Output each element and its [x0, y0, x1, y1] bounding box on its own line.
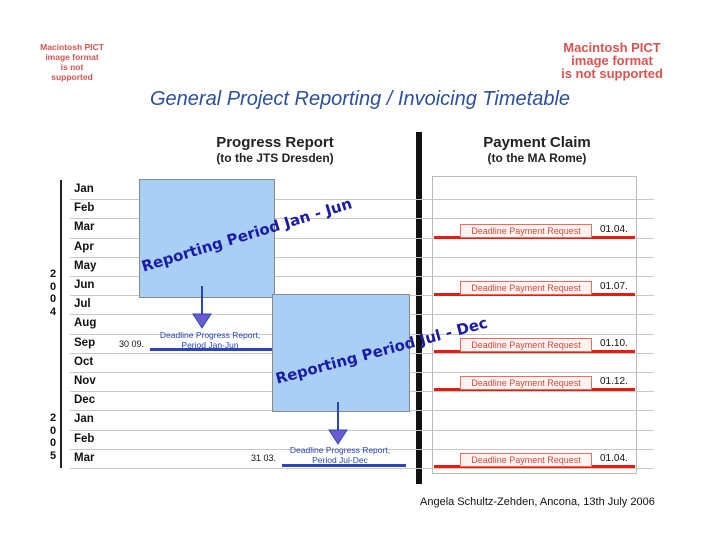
- progress-report-heading: Progress Report (to the JTS Dresden): [200, 134, 350, 165]
- month-row-line: [70, 276, 654, 277]
- month-row-line: [70, 429, 654, 431]
- year-digit: 2: [50, 412, 57, 424]
- month-label: Apr: [74, 240, 94, 253]
- payment-deadline-date: 01.07.: [600, 281, 628, 292]
- payment-deadline-label: Deadline Payment Request: [460, 453, 592, 467]
- progress-report-subtitle: (to the JTS Dresden): [216, 151, 334, 165]
- reporting-period-1-box: [139, 179, 275, 298]
- month-row-line: [70, 237, 654, 239]
- month-label: Oct: [74, 355, 94, 368]
- month-row-line: [70, 218, 654, 220]
- year-digit: 0: [50, 280, 57, 293]
- column-divider: [416, 132, 422, 484]
- progress-deadline-1-text-2: Period Jan-Jun: [181, 340, 239, 350]
- month-row-line: [70, 448, 654, 450]
- month-label: Dec: [74, 394, 96, 407]
- month-label: Jan: [74, 183, 94, 195]
- month-label: Feb: [74, 432, 95, 445]
- progress-deadline-1-text-1: Deadline Progress Report,: [159, 330, 261, 340]
- month-label: May: [74, 259, 97, 272]
- year-digit: 0: [50, 424, 57, 437]
- pict-small-line-1: Macintosh PICT: [40, 42, 104, 52]
- year-digit: 0: [50, 437, 57, 449]
- year-digit: 0: [50, 293, 57, 305]
- month-row-line: [70, 468, 654, 469]
- progress-deadline-1-line: [150, 348, 272, 351]
- month-label: Jul: [74, 298, 91, 311]
- arrow-down-icon: [328, 402, 348, 445]
- year-digit: 5: [50, 449, 57, 462]
- pict-large-line-1: Macintosh PICT: [563, 40, 661, 55]
- progress-deadline-1-date: 30 09.: [119, 339, 145, 349]
- month-label: Sep: [74, 336, 96, 349]
- progress-deadline-2-line: [282, 464, 406, 467]
- payment-claim-heading: Payment Claim (to the MA Rome): [462, 134, 612, 165]
- reporting-period-2-box: [272, 294, 410, 412]
- payment-deadline-date: 01.12.: [600, 376, 628, 387]
- payment-claim-subtitle: (to the MA Rome): [487, 151, 587, 165]
- payment-deadline-date: 01.04.: [600, 224, 628, 235]
- year-digit: 2: [50, 268, 57, 280]
- month-label: Nov: [74, 375, 96, 387]
- year-digit: 4: [50, 305, 57, 318]
- month-label: Feb: [74, 202, 95, 215]
- payment-deadline-date: 01.10.: [600, 338, 628, 349]
- year-axis-line-bottom: [60, 408, 62, 468]
- pict-small-line-3: is not supported: [51, 62, 93, 82]
- progress-deadline-1-label: Deadline Progress Report, Period Jan-Jun: [140, 330, 280, 350]
- month-label: Jun: [74, 279, 95, 291]
- page-title: General Project Reporting / Invoicing Ti…: [149, 88, 571, 110]
- month-label: Jan: [74, 413, 94, 426]
- month-label: Mar: [74, 221, 95, 234]
- progress-report-title: Progress Report: [216, 134, 334, 151]
- payment-claim-frame: [432, 176, 637, 474]
- pict-small-line-2: image format: [45, 52, 99, 62]
- pict-large-line-2: image format: [571, 53, 653, 68]
- month-label: Aug: [74, 317, 97, 330]
- progress-deadline-2-label: Deadline Progress Report, Period Jul-Dec: [270, 445, 410, 465]
- footer-credit: Angela Schultz-Zehden, Ancona, 13th July…: [420, 496, 655, 508]
- payment-claim-title: Payment Claim: [483, 134, 591, 151]
- progress-deadline-2-date: 31 03.: [251, 453, 277, 463]
- progress-deadline-2-text-2: Period Jul-Dec: [312, 455, 368, 465]
- month-row-line: [70, 199, 654, 201]
- year-axis-line-top: [60, 180, 62, 412]
- payment-deadline-label: Deadline Payment Request: [460, 376, 592, 390]
- progress-deadline-2-text-1: Deadline Progress Report,: [289, 445, 391, 455]
- pict-placeholder-small: Macintosh PICT image format is not suppo…: [40, 42, 104, 82]
- arrow-down-icon: [192, 286, 212, 329]
- payment-deadline-label: Deadline Payment Request: [460, 338, 592, 352]
- payment-deadline-label: Deadline Payment Request: [460, 281, 592, 295]
- pict-placeholder-large: Macintosh PICT image format is not suppo…: [532, 41, 692, 80]
- month-label: Mar: [74, 451, 95, 464]
- month-row-line: [70, 256, 654, 258]
- pict-large-line-3: is not supported: [561, 66, 663, 81]
- payment-deadline-label: Deadline Payment Request: [460, 224, 592, 238]
- payment-deadline-date: 01.04.: [600, 453, 628, 464]
